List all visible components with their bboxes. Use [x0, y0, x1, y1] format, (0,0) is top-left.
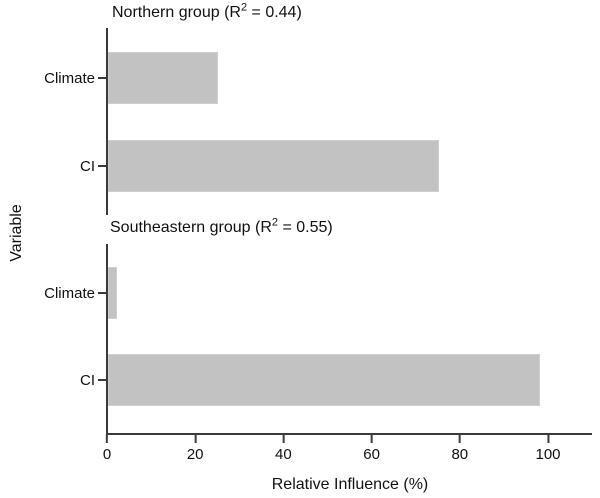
panel-title-southeastern-text: Southeastern group (R — [110, 219, 272, 236]
x-axis-line — [106, 433, 592, 435]
r-squared-superscript: 2 — [240, 1, 248, 14]
x-tick-label: 60 — [363, 446, 380, 463]
panel-title-northern: Northern group (R2 = 0.44) — [112, 1, 302, 22]
x-tick-label: 100 — [535, 446, 561, 463]
r-squared-superscript: 2 — [271, 216, 278, 229]
x-tick-group: 80 — [451, 435, 468, 463]
x-tick-mark — [370, 435, 373, 443]
y-tick-northern-climate — [98, 77, 107, 79]
panel-title-southeastern-rvalue: = 0.55) — [278, 219, 333, 236]
x-tick-mark — [194, 435, 197, 443]
x-tick-label: 0 — [102, 446, 112, 463]
y-tick-southeastern-climate — [98, 292, 107, 294]
category-label-northern-ci: CI — [80, 158, 95, 175]
y-tick-southeastern-ci — [98, 379, 107, 381]
x-tick-mark — [547, 435, 549, 443]
x-tick-mark — [458, 435, 461, 443]
x-tick-label: 20 — [186, 446, 204, 463]
y-axis-line-southeastern — [106, 244, 108, 434]
bar-southeastern-climate — [108, 267, 117, 319]
x-tick-label: 40 — [275, 446, 292, 463]
x-tick-group: 40 — [275, 435, 292, 463]
bar-southeastern-ci — [108, 354, 540, 406]
y-axis-label: Variable — [8, 204, 25, 262]
y-axis-line-northern — [106, 28, 108, 215]
bar-northern-climate — [108, 52, 218, 104]
x-tick-group: 100 — [535, 435, 561, 463]
x-axis-label: Relative Influence (%) — [271, 476, 429, 493]
panel-title-northern-rvalue: = 0.44) — [247, 4, 302, 21]
category-label-southeastern-climate: Climate — [44, 285, 95, 302]
category-label-southeastern-ci: CI — [80, 372, 95, 389]
x-tick-mark — [106, 435, 108, 443]
category-label-northern-climate: Climate — [44, 70, 95, 87]
bar-northern-ci — [108, 140, 439, 192]
x-tick-group: 20 — [187, 435, 204, 463]
x-tick-group: 60 — [363, 435, 380, 463]
x-tick-label: 80 — [451, 446, 469, 463]
x-tick-mark — [282, 435, 285, 443]
x-tick-group: 0 — [103, 435, 111, 463]
panel-title-southeastern: Southeastern group (R2 = 0.55) — [110, 216, 333, 237]
y-tick-northern-ci — [98, 165, 107, 167]
panel-title-northern-text: Northern group (R — [112, 4, 241, 21]
